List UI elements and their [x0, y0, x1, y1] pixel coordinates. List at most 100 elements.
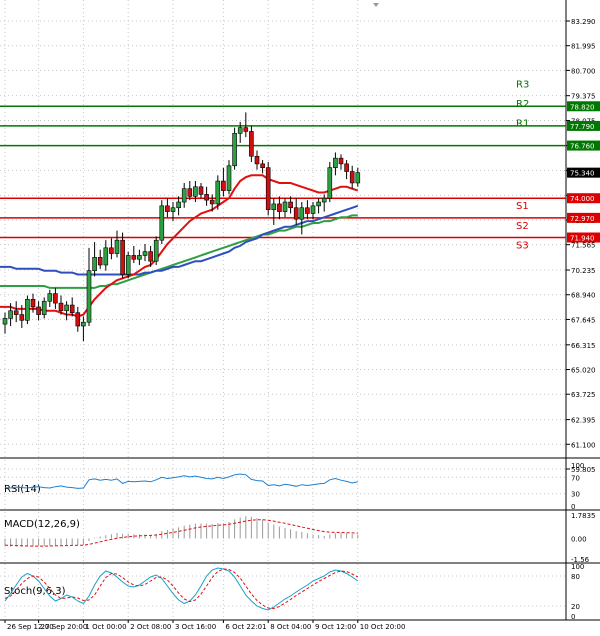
candle [165, 198, 170, 218]
candle [293, 198, 299, 225]
candle [344, 160, 349, 180]
candle [137, 249, 142, 265]
candle [254, 150, 260, 170]
price-tick-label: 79.375 [571, 93, 596, 101]
candle-body [310, 205, 316, 214]
candle-body [209, 199, 215, 205]
ma-green-line [0, 214, 358, 289]
candle-body [41, 300, 47, 315]
candle [153, 236, 159, 265]
candle [25, 295, 30, 325]
candle [237, 121, 243, 143]
candle-body [254, 155, 260, 165]
candle-body [137, 255, 142, 260]
rsi-tick-label: 30 [571, 491, 580, 499]
candle [64, 301, 69, 321]
candle-body [355, 172, 361, 184]
candle [193, 181, 198, 203]
ma-blue-line [0, 204, 359, 276]
candle [288, 196, 293, 214]
price-tick-label: 66.315 [571, 342, 596, 350]
stoch-pane: Stoch(9,6,3) 100 80 20 0 [0, 563, 584, 621]
candle-body [333, 157, 338, 168]
stoch-d-line [4, 568, 359, 610]
candle-body [271, 203, 277, 210]
candle [69, 297, 75, 317]
macd-title: MACD(12,26,9) [4, 519, 80, 530]
price-tick-label: 63.725 [571, 391, 596, 399]
macd-pane: MACD(12,26,9) 1.7835 0.00 -1.56 [4, 512, 596, 564]
candle-body [2, 318, 8, 325]
time-tick-label: 10 Oct 20:00 [360, 623, 406, 631]
pivot-levels: R3 78.820 R2 77.790 R1 76.760 S1 74.000 S2 72.970… [0, 79, 600, 252]
time-tick-label: 3 Oct 16:00 [175, 623, 216, 631]
candle [187, 181, 193, 201]
candle-body [36, 306, 41, 315]
candle-body [53, 293, 58, 304]
candle [125, 251, 131, 279]
rsi-tick-label: 70 [571, 474, 580, 482]
candle-body [170, 207, 176, 212]
candle [92, 242, 97, 277]
candle-body [114, 239, 120, 254]
candle [2, 312, 8, 334]
price-tick-label: 67.645 [571, 316, 596, 324]
candle [81, 316, 86, 342]
candle [316, 198, 321, 214]
candle [114, 230, 120, 258]
rsi-pane: RSI(14) 100 70 30 0 [0, 462, 584, 511]
candle [181, 182, 187, 208]
candle-body [299, 207, 305, 220]
candle [209, 194, 215, 212]
level-price-badge [567, 120, 600, 131]
candle [13, 301, 19, 323]
candle [170, 202, 176, 222]
candle-body [131, 255, 137, 260]
level-price-badge [567, 232, 600, 243]
candle [75, 306, 81, 332]
level-price-badge [567, 140, 600, 151]
candle [176, 196, 181, 216]
candle-body [75, 312, 81, 327]
candle [305, 200, 310, 220]
time-tick-label: 9 Oct 12:00 [315, 623, 356, 631]
ma-red-line [0, 174, 359, 318]
candle [299, 202, 305, 235]
candle-body [316, 201, 321, 207]
candle-body [198, 186, 204, 195]
level-price-badge [567, 101, 600, 112]
candle-body [148, 251, 153, 262]
candle-body [193, 186, 198, 197]
candle-body [64, 304, 69, 312]
candle-body [109, 247, 114, 254]
rsi-tick-label: 100 [571, 462, 584, 470]
level-price-label: 77.790 [570, 123, 595, 131]
price-tick-label: 59.805 [571, 466, 596, 474]
candle [30, 293, 36, 313]
level-price-badge [567, 193, 600, 204]
candle-body [153, 239, 159, 262]
candle [215, 175, 221, 210]
candle-body [8, 310, 13, 319]
level-name-s2: S2 [516, 221, 529, 232]
candle-body [13, 310, 19, 315]
candle-body [260, 163, 265, 168]
price-tick-label: 70.235 [571, 267, 596, 275]
macd-tick-label: 1.7835 [571, 512, 596, 520]
level-name-s3: S3 [516, 241, 529, 252]
candle-body [25, 299, 30, 321]
candle-body [226, 165, 232, 191]
candle-body [120, 239, 125, 275]
candle-body [321, 197, 327, 203]
candle-body [125, 255, 131, 275]
candle [120, 232, 125, 279]
candle [260, 160, 265, 174]
candle-body [338, 157, 344, 165]
candle-body [86, 270, 92, 323]
rsi-title: RSI(14) [4, 484, 41, 495]
candle-body [69, 304, 75, 313]
candle-body [97, 257, 103, 266]
